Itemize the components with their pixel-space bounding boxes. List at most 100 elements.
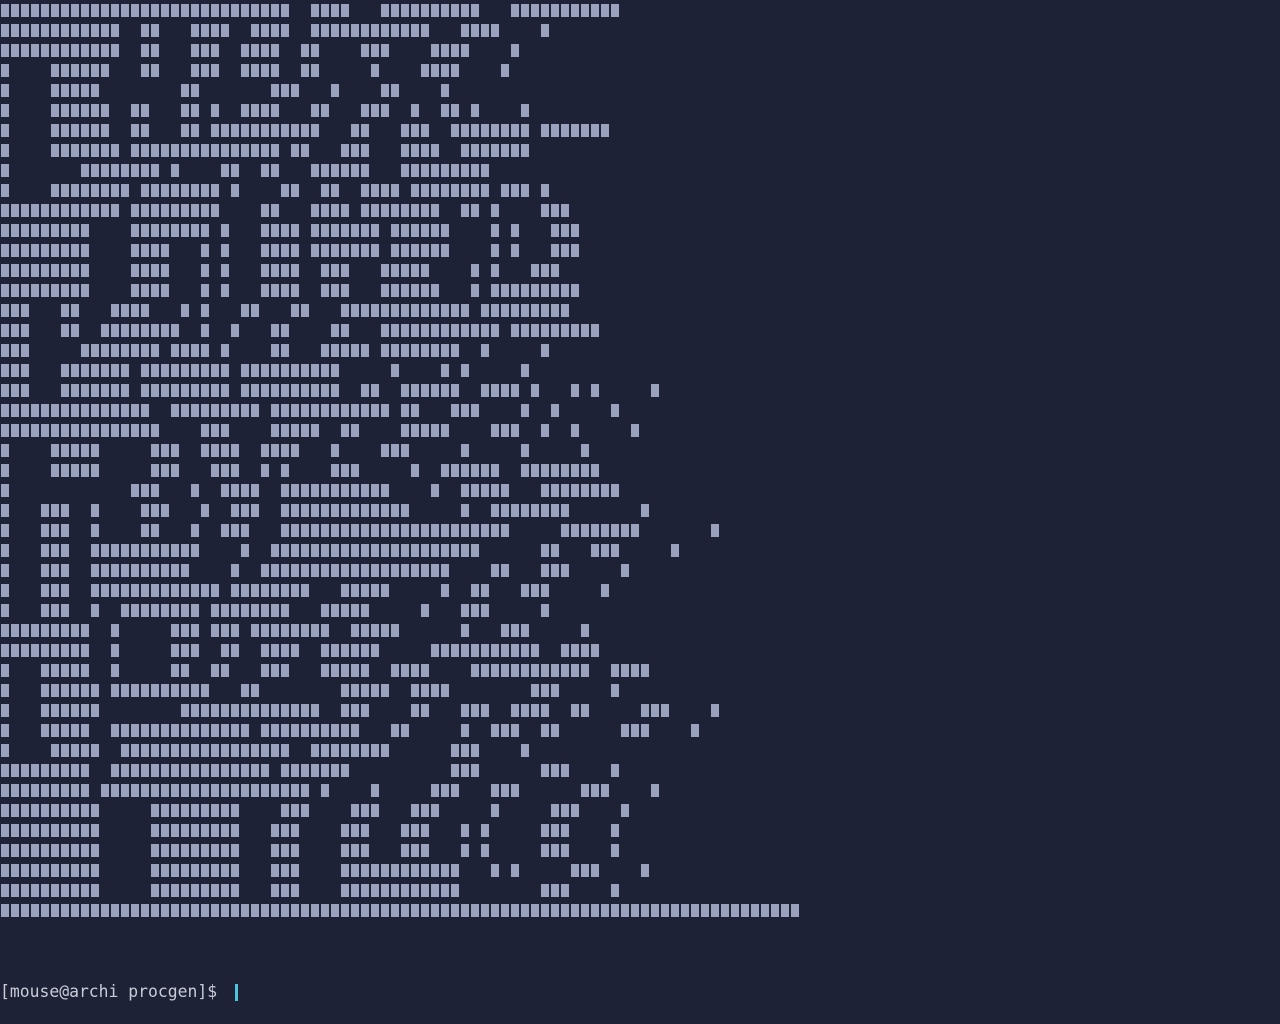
maze-wall-cell xyxy=(291,524,299,537)
maze-wall-cell xyxy=(111,4,119,17)
maze-wall-cell xyxy=(131,404,139,417)
maze-wall-cell xyxy=(241,584,249,597)
maze-wall-cell xyxy=(201,584,209,597)
maze-wall-cell xyxy=(1,264,9,277)
maze-wall-cell xyxy=(261,704,269,717)
maze-wall-cell xyxy=(441,244,449,257)
maze-wall-cell xyxy=(241,144,249,157)
maze-wall-cell xyxy=(71,124,79,137)
maze-wall-cell xyxy=(1,684,9,697)
maze-wall-cell xyxy=(301,384,309,397)
maze-wall-cell xyxy=(81,864,89,877)
maze-wall-cell xyxy=(151,724,159,737)
maze-wall-cell xyxy=(281,364,289,377)
maze-wall-cell xyxy=(41,504,49,517)
maze-wall-cell xyxy=(61,24,69,37)
maze-wall-cell xyxy=(491,424,499,437)
shell-prompt-line[interactable]: [mouse@archi procgen]$ xyxy=(0,982,238,1002)
maze-wall-cell xyxy=(501,564,509,577)
maze-wall-cell xyxy=(331,664,339,677)
maze-wall-cell xyxy=(461,724,469,737)
maze-wall-cell xyxy=(471,464,479,477)
maze-wall-cell xyxy=(121,904,129,917)
maze-wall-cell xyxy=(581,124,589,137)
maze-wall-cell xyxy=(421,884,429,897)
maze-wall-cell xyxy=(401,444,409,457)
maze-wall-cell xyxy=(251,404,259,417)
maze-wall-cell xyxy=(121,4,129,17)
maze-wall-cell xyxy=(611,4,619,17)
maze-wall-cell xyxy=(571,644,579,657)
maze-wall-cell xyxy=(541,344,549,357)
maze-wall-cell xyxy=(121,724,129,737)
maze-wall-cell xyxy=(451,384,459,397)
maze-wall-cell xyxy=(361,484,369,497)
maze-wall-cell xyxy=(421,4,429,17)
maze-wall-cell xyxy=(41,844,49,857)
maze-wall-cell xyxy=(491,384,499,397)
maze-wall-cell xyxy=(491,644,499,657)
maze-wall-cell xyxy=(181,224,189,237)
maze-wall-cell xyxy=(291,484,299,497)
maze-wall-cell xyxy=(151,824,159,837)
maze-wall-cell xyxy=(341,504,349,517)
maze-wall-cell xyxy=(411,884,419,897)
maze-wall-cell xyxy=(371,304,379,317)
maze-wall-cell xyxy=(461,704,469,717)
maze-wall-cell xyxy=(61,584,69,597)
maze-wall-cell xyxy=(101,164,109,177)
maze-wall-cell xyxy=(41,724,49,737)
maze-wall-cell xyxy=(231,864,239,877)
maze-wall-cell xyxy=(201,204,209,217)
maze-wall-cell xyxy=(451,544,459,557)
maze-wall-cell xyxy=(581,484,589,497)
maze-wall-cell xyxy=(21,844,29,857)
maze-wall-cell xyxy=(221,124,229,137)
maze-wall-cell xyxy=(161,804,169,817)
maze-wall-cell xyxy=(241,304,249,317)
maze-wall-cell xyxy=(181,384,189,397)
maze-wall-cell xyxy=(351,424,359,437)
maze-wall-cell xyxy=(431,244,439,257)
maze-wall-cell xyxy=(441,524,449,537)
maze-wall-cell xyxy=(201,324,209,337)
maze-wall-cell xyxy=(601,544,609,557)
maze-wall-cell xyxy=(81,724,89,737)
maze-wall-cell xyxy=(51,404,59,417)
maze-wall-cell xyxy=(591,384,599,397)
maze-wall-cell xyxy=(41,404,49,417)
maze-wall-cell xyxy=(561,4,569,17)
maze-wall-cell xyxy=(151,424,159,437)
maze-wall-cell xyxy=(591,464,599,477)
maze-wall-cell xyxy=(511,244,519,257)
maze-wall-cell xyxy=(71,64,79,77)
maze-wall-cell xyxy=(151,264,159,277)
maze-wall-cell xyxy=(431,684,439,697)
maze-wall-cell xyxy=(81,704,89,717)
maze-wall-cell xyxy=(111,764,119,777)
maze-wall-cell xyxy=(281,524,289,537)
maze-wall-cell xyxy=(391,624,399,637)
maze-wall-cell xyxy=(231,584,239,597)
maze-wall-cell xyxy=(361,544,369,557)
maze-wall-cell xyxy=(511,384,519,397)
maze-wall-cell xyxy=(401,544,409,557)
maze-wall-cell xyxy=(81,744,89,757)
maze-wall-cell xyxy=(531,264,539,277)
maze-wall-cell xyxy=(141,344,149,357)
maze-wall-cell xyxy=(781,904,789,917)
maze-wall-cell xyxy=(11,424,19,437)
maze-wall-cell xyxy=(621,804,629,817)
maze-wall-cell xyxy=(191,344,199,357)
maze-wall-cell xyxy=(151,464,159,477)
maze-wall-cell xyxy=(371,644,379,657)
maze-wall-cell xyxy=(611,904,619,917)
maze-wall-cell xyxy=(101,44,109,57)
maze-wall-cell xyxy=(521,644,529,657)
maze-wall-cell xyxy=(361,644,369,657)
maze-wall-cell xyxy=(241,364,249,377)
maze-wall-cell xyxy=(211,884,219,897)
maze-wall-cell xyxy=(551,264,559,277)
maze-wall-cell xyxy=(131,164,139,177)
maze-wall-cell xyxy=(171,384,179,397)
